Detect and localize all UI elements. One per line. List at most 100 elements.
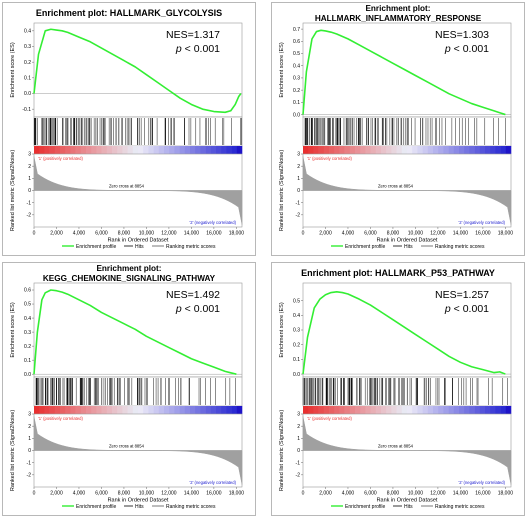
rank-color-bar-segment xyxy=(70,146,76,154)
x-tick-label: 6,000 xyxy=(364,231,377,237)
x-tick-label: 12,000 xyxy=(430,491,446,497)
rank-color-bar-segment xyxy=(54,406,61,414)
rank-color-bar-segment xyxy=(231,146,238,154)
x-tick-label: 8,000 xyxy=(387,491,400,497)
enrichment-profile-line xyxy=(33,28,242,114)
rank-color-bar-segment xyxy=(360,406,366,414)
metric-y-tick-label: 2 xyxy=(297,424,300,430)
es-y-tick-label: 0.6 xyxy=(293,39,300,45)
hits-area xyxy=(33,116,243,147)
x-tick-label: 10,000 xyxy=(139,231,155,237)
chart-title: Enrichment plot: HALLMARK_P53_PATHWAY xyxy=(301,268,495,278)
legend-hits-label: Hits xyxy=(404,244,413,250)
rank-color-bar-segment xyxy=(127,406,134,414)
rank-color-bar-segment xyxy=(138,146,144,154)
rank-color-bar-segment xyxy=(138,406,144,414)
rank-color-bar-segment xyxy=(308,406,314,414)
es-y-tick-label: 0.4 xyxy=(24,316,31,322)
es-plot-area xyxy=(33,282,243,378)
metric-y-tick-label: 1 xyxy=(28,436,31,442)
x-tick-label: 18,000 xyxy=(498,491,514,497)
rank-color-bar-segment xyxy=(143,146,149,154)
metric-y-tick-label: 3 xyxy=(28,152,31,158)
rank-color-bar-segment xyxy=(474,406,481,414)
rank-color-bar-segment xyxy=(122,146,128,154)
es-y-tick-label: 0.5 xyxy=(293,298,300,304)
nes-label: NES=1.317 xyxy=(166,29,220,41)
es-y-tick-label: 0.2 xyxy=(293,88,300,94)
gsea-chart-p53: Enrichment plot: HALLMARK_P53_PATHWAY 0.5… xyxy=(271,262,525,516)
x-tick-label: 16,000 xyxy=(475,231,491,237)
rank-color-bar-segment xyxy=(308,146,314,154)
es-y-tick-label: 0.0 xyxy=(24,91,31,97)
rank-color-bar-segment xyxy=(153,406,160,414)
rank-color-bar-segment xyxy=(313,406,319,414)
rank-color-bar-segment xyxy=(505,406,512,414)
rank-color-bar-segment xyxy=(96,146,102,154)
es-y-tick-label: 0.2 xyxy=(24,344,31,350)
rank-color-bar-segment xyxy=(169,146,175,154)
rank-color-bar-segment xyxy=(355,146,361,154)
es-y-tick-label: 0.1 xyxy=(293,357,300,363)
positively-correlated-label: '1' (positively correlated) xyxy=(307,156,352,161)
rank-color-bar-segment xyxy=(427,146,434,154)
rank-color-bar-segment xyxy=(453,406,460,414)
es-plot-area xyxy=(33,22,243,118)
es-y-tick-label: 0.4 xyxy=(293,313,300,319)
rank-color-bar-segment xyxy=(329,406,335,414)
rank-color-bar-segment xyxy=(195,146,201,154)
rank-color-bar-segment xyxy=(164,406,170,414)
rank-color-bar-segment xyxy=(375,146,382,154)
rank-color-bar-segment xyxy=(49,406,56,414)
legend-profile-label: Enrichment profile xyxy=(76,504,117,510)
rank-color-bar-segment xyxy=(334,406,340,414)
metric-y-axis-label: Ranked list metric (Signal2Noise) xyxy=(279,410,285,491)
rank-color-bar-segment xyxy=(323,146,330,154)
metric-y-tick-label: -2 xyxy=(27,213,32,219)
metric-y-axis-label: Ranked list metric (Signal2Noise) xyxy=(279,150,285,231)
rank-color-bar-segment xyxy=(153,146,160,154)
rank-color-bar-segment xyxy=(433,406,439,414)
gsea-chart-glycolysis: Enrichment plot: HALLMARK_GLYCOLYSIS 0.4 0… xyxy=(2,2,256,256)
positively-correlated-label: '1' (positively correlated) xyxy=(38,416,83,421)
rank-color-bar-segment xyxy=(500,406,507,414)
x-tick-label: 8,000 xyxy=(118,231,131,237)
rank-color-bar-segment xyxy=(334,146,340,154)
x-tick-label: 2,000 xyxy=(319,231,332,237)
rank-color-bar-segment xyxy=(485,146,491,154)
rank-color-bar-segment xyxy=(407,406,413,414)
rank-color-bar-segment xyxy=(370,146,377,154)
rank-color-bar-segment xyxy=(39,406,45,414)
rank-color-bar-segment xyxy=(495,406,501,414)
es-y-axis-label: Enrichment score (ES) xyxy=(279,302,285,357)
legend-hits-label: Hits xyxy=(404,504,413,510)
rank-color-bar-segment xyxy=(236,406,243,414)
rank-color-bar-segment xyxy=(117,146,123,154)
rank-color-bar-segment xyxy=(34,146,40,154)
es-y-tick-label: 0.3 xyxy=(293,328,300,334)
rank-color-bar-segment xyxy=(221,406,227,414)
es-y-axis-label: Enrichment score (ES) xyxy=(279,42,285,97)
x-tick-label: 8,000 xyxy=(387,231,400,237)
rank-color-bar-segment xyxy=(344,146,351,154)
x-tick-label: 0 xyxy=(302,491,305,497)
legend-metric-label: Ranking metric scores xyxy=(435,244,485,250)
enrichment-profile-line xyxy=(33,289,237,375)
rank-color-bar-segment xyxy=(65,146,71,154)
x-tick-label: 18,000 xyxy=(229,231,245,237)
positively-correlated-label: '1' (positively correlated) xyxy=(38,156,83,161)
rank-color-bar-segment xyxy=(417,146,423,154)
rank-color-bar-segment xyxy=(200,406,206,414)
metric-y-tick-label: 3 xyxy=(28,412,31,418)
rank-color-bar-segment xyxy=(438,406,444,414)
es-y-tick-label: 0.5 xyxy=(293,51,300,57)
legend-hits-label: Hits xyxy=(135,504,144,510)
rank-color-bar-segment xyxy=(54,146,61,154)
x-tick-label: 6,000 xyxy=(364,491,377,497)
rank-color-bar-segment xyxy=(329,146,335,154)
rank-color-bar-segment xyxy=(339,146,345,154)
rank-color-bar-segment xyxy=(44,146,50,154)
x-axis-label: Rank in Ordered Dataset xyxy=(108,238,169,244)
p-value-label: p < 0.001 xyxy=(444,303,489,315)
chart-title: Enrichment plot: xyxy=(365,4,430,13)
